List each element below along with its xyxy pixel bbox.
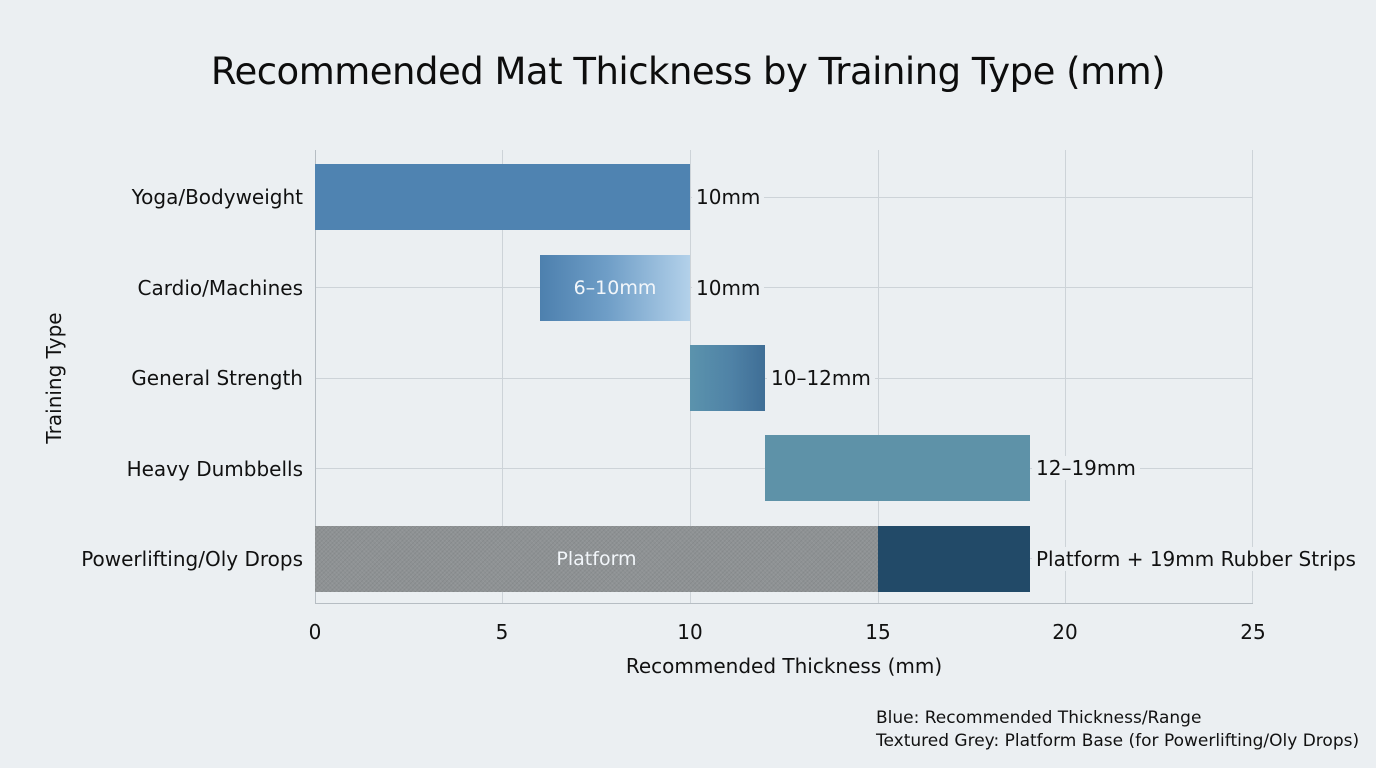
x-axis-label: Recommended Thickness (mm) bbox=[625, 654, 943, 678]
legend-notes: Blue: Recommended Thickness/Range Textur… bbox=[876, 707, 1359, 753]
chart-title: Recommended Mat Thickness by Training Ty… bbox=[210, 50, 1166, 93]
grid-line bbox=[878, 150, 879, 604]
x-tick-label: 25 bbox=[1240, 620, 1266, 644]
plot-area: 10mm 6–10mm 10mm 10–12mm 12–19mm Platfor… bbox=[315, 150, 1360, 604]
bar-value-label: Platform + 19mm Rubber Strips bbox=[1032, 547, 1360, 571]
bar-value-label: 10mm bbox=[692, 185, 765, 209]
grid-line bbox=[502, 150, 503, 604]
x-tick-label: 0 bbox=[308, 620, 322, 644]
y-tick-label: Powerlifting/Oly Drops bbox=[81, 547, 303, 571]
x-tick-label: 5 bbox=[495, 620, 509, 644]
bar-cardio-machines: 6–10mm bbox=[540, 255, 690, 321]
bar-value-label: 10–12mm bbox=[767, 366, 875, 390]
bar-value-label: 10mm bbox=[692, 276, 765, 300]
bar-rubber-strips bbox=[878, 526, 1030, 592]
bar-heavy-dumbbells bbox=[765, 435, 1030, 501]
y-tick-label: Heavy Dumbbells bbox=[126, 457, 303, 481]
bar-value-label: 12–19mm bbox=[1032, 456, 1140, 480]
y-tick-label: General Strength bbox=[131, 366, 303, 390]
bar-yoga-bodyweight bbox=[315, 164, 690, 230]
legend-note-blue: Blue: Recommended Thickness/Range bbox=[876, 708, 1202, 728]
x-tick-label: 20 bbox=[1052, 620, 1078, 644]
y-tick-label: Yoga/Bodyweight bbox=[131, 185, 303, 209]
grid-line bbox=[315, 287, 1253, 288]
legend-note-grey: Textured Grey: Platform Base (for Powerl… bbox=[876, 731, 1360, 751]
y-axis-label: Training Type bbox=[42, 312, 66, 444]
x-tick-label: 10 bbox=[677, 620, 703, 644]
y-tick-label: Cardio/Machines bbox=[137, 276, 303, 300]
grid-line bbox=[1065, 150, 1066, 604]
grid-line bbox=[315, 197, 1253, 198]
grid-line bbox=[1252, 150, 1253, 604]
x-tick-label: 15 bbox=[865, 620, 891, 644]
x-axis-line bbox=[315, 603, 1253, 604]
bar-general-strength bbox=[690, 345, 765, 411]
bar-inside-label: Platform bbox=[556, 548, 637, 570]
bar-platform-base: Platform bbox=[315, 526, 878, 592]
bar-inside-label: 6–10mm bbox=[573, 277, 657, 299]
y-axis-line bbox=[315, 150, 316, 604]
